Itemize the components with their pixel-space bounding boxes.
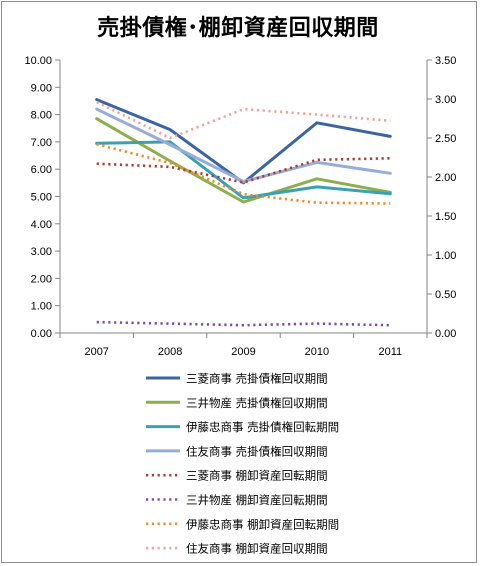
y-right-tick-label: 3.50 — [435, 55, 456, 67]
y-left-tick-label: 3.00 — [31, 246, 52, 258]
y-left-tick-label: 2.00 — [31, 273, 52, 285]
y-right-tick-label: 0.50 — [435, 289, 456, 301]
legend-label-4: 住友商事 売掛債権回収期間 — [186, 444, 328, 458]
y-left-tick-label: 8.00 — [31, 110, 52, 122]
series-line-4 — [95, 107, 392, 183]
y-left-tick-label: 4.00 — [31, 219, 52, 231]
y-right-tick-label: 2.00 — [435, 172, 456, 184]
legend-label-7: 伊藤忠商事 棚卸資産回転期間 — [186, 517, 339, 531]
y-right-tick-label: 0.00 — [435, 328, 456, 340]
y-left-tick-label: 1.00 — [31, 301, 52, 313]
y-left-tick-label: 6.00 — [31, 164, 52, 176]
y-right-tick-label: 1.50 — [435, 211, 456, 223]
series-line-2 — [95, 117, 392, 204]
legend-label-6: 三井物産 棚卸資産回転期間 — [186, 493, 328, 507]
y-right-tick-label: 2.50 — [435, 133, 456, 145]
series-line-8 — [96, 100, 391, 140]
y-left-tick-label: 5.00 — [31, 192, 52, 204]
y-left-tick-label: 0.00 — [31, 328, 52, 340]
legend-label-3: 伊藤忠商事 売掛債権回転期間 — [186, 420, 339, 434]
legend-label-5: 三菱商事 棚卸資産回転期間 — [186, 469, 328, 483]
series-line-5 — [96, 157, 391, 184]
legend-label-8: 住友商事 棚卸資産回収期間 — [186, 542, 328, 556]
series-line-3 — [95, 140, 392, 200]
chart-title: 売掛債権･棚卸資産回収期間 — [97, 16, 379, 41]
legend-label-1: 三菱商事 売掛債権回収期間 — [186, 372, 328, 386]
y-right-tick-label: 3.00 — [435, 94, 456, 106]
x-tick-label: 2010 — [305, 346, 329, 358]
x-tick-label: 2007 — [84, 346, 108, 358]
legend-label-2: 三井物産 売掛債権回収期間 — [186, 396, 328, 410]
series-line-7 — [96, 142, 391, 205]
series-line-6 — [96, 320, 391, 327]
x-tick-label: 2009 — [231, 346, 255, 358]
y-left-tick-label: 9.00 — [31, 82, 52, 94]
x-tick-label: 2008 — [158, 346, 182, 358]
x-tick-label: 2011 — [378, 346, 402, 358]
y-left-tick-label: 7.00 — [31, 137, 52, 149]
y-right-tick-label: 1.00 — [435, 250, 456, 262]
y-left-tick-label: 10.00 — [24, 55, 52, 67]
